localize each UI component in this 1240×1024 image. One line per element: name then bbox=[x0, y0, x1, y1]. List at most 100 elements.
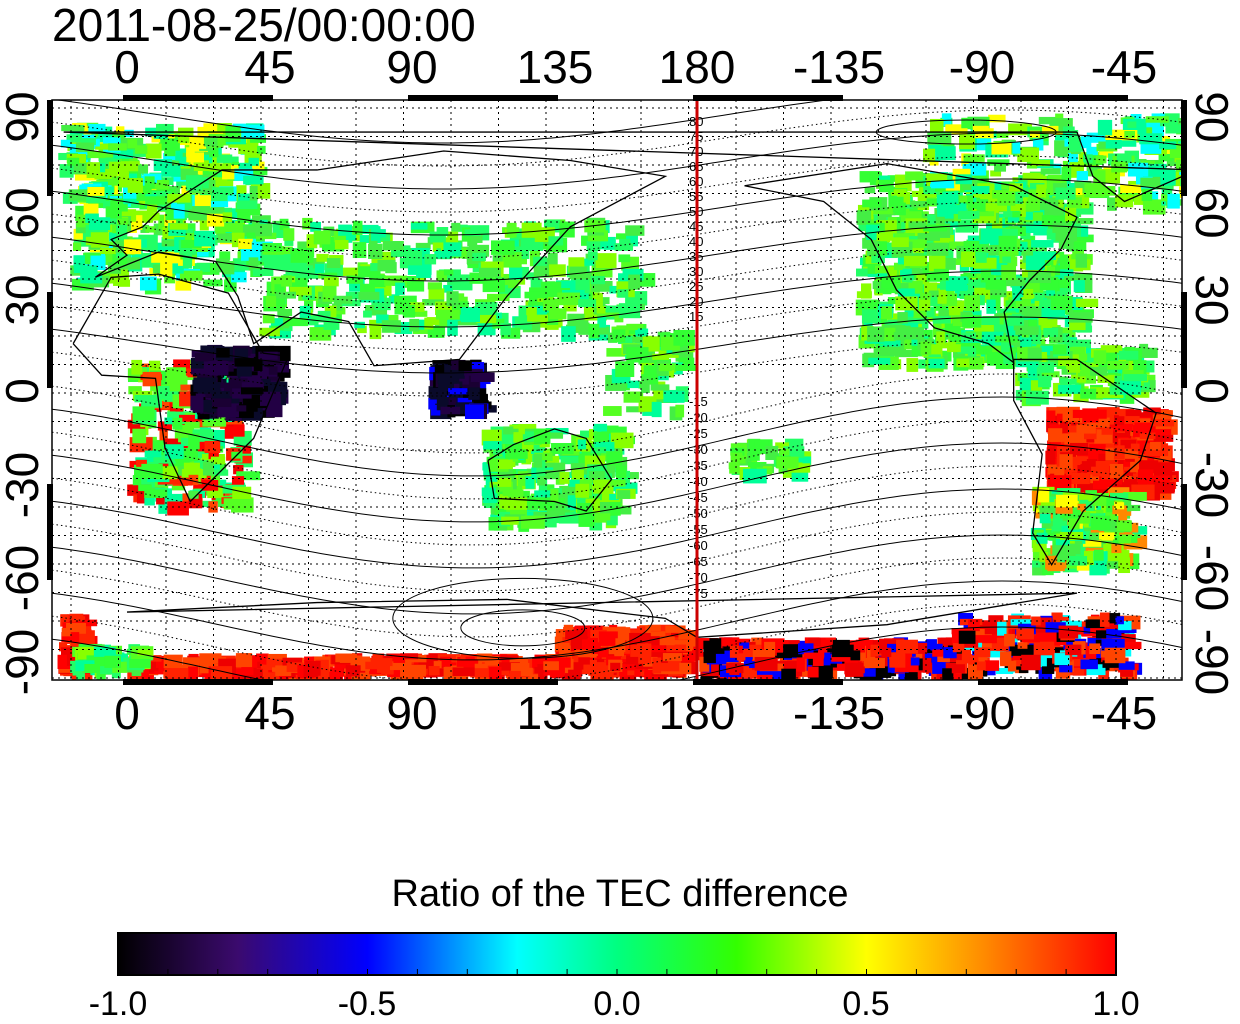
tec-data-cell bbox=[108, 143, 127, 151]
tec-data-cell bbox=[578, 511, 595, 527]
tec-data-cell bbox=[275, 291, 296, 299]
tec-data-cell bbox=[560, 456, 584, 465]
tec-data-cell bbox=[1055, 227, 1077, 242]
tec-data-cell bbox=[381, 320, 401, 333]
tec-data-cell bbox=[736, 653, 746, 661]
tec-data-cell bbox=[335, 653, 357, 663]
tec-data-cell bbox=[447, 231, 459, 247]
tec-data-cell bbox=[920, 341, 932, 356]
tec-data-cell bbox=[943, 647, 957, 659]
tec-data-cell bbox=[1020, 337, 1032, 351]
tec-data-cell bbox=[428, 666, 440, 676]
tec-data-cell bbox=[998, 235, 1017, 251]
tec-data-cell bbox=[145, 143, 162, 159]
tec-data-cell bbox=[754, 656, 778, 671]
tec-data-cell bbox=[892, 196, 904, 213]
tec-data-cell bbox=[1195, 613, 1207, 620]
tec-data-cell bbox=[941, 113, 952, 126]
tec-data-cell bbox=[1068, 152, 1078, 165]
tec-data-cell bbox=[226, 387, 238, 398]
magnetic-contour bbox=[52, 247, 1182, 305]
tec-data-cell bbox=[158, 499, 170, 514]
tec-data-cell bbox=[964, 295, 980, 312]
tec-data-cell bbox=[980, 228, 1003, 244]
tec-data-cell bbox=[626, 653, 637, 665]
tec-data-cell bbox=[537, 664, 547, 673]
tec-data-cell bbox=[324, 305, 337, 318]
tec-data-cell bbox=[1090, 387, 1109, 399]
tec-data-cell bbox=[1151, 420, 1175, 427]
right-lat-label: -30 bbox=[1186, 451, 1238, 519]
tec-data-cell bbox=[665, 625, 686, 633]
tec-data-cell bbox=[699, 656, 710, 672]
map-timestamp: 2011-08-25/00:00:00 bbox=[52, 0, 476, 51]
tec-data-cell bbox=[954, 195, 968, 203]
tec-data-cell bbox=[576, 498, 586, 507]
tec-data-cell bbox=[136, 459, 147, 467]
tec-data-cell bbox=[138, 165, 149, 174]
tec-data-cell bbox=[266, 658, 291, 668]
tec-data-cell bbox=[1048, 278, 1071, 289]
tec-data-cell bbox=[270, 318, 284, 326]
tec-data-cell bbox=[201, 500, 214, 508]
tec-data-cell bbox=[920, 292, 931, 300]
tec-data-cell bbox=[973, 635, 997, 644]
tec-data-cell bbox=[709, 638, 722, 652]
tec-data-cell bbox=[1153, 481, 1175, 494]
tec-data-cell bbox=[1099, 612, 1110, 627]
tec-data-cell bbox=[434, 251, 451, 259]
tec-data-cell bbox=[236, 471, 261, 481]
tec-data-cell bbox=[967, 619, 980, 632]
tec-data-cell bbox=[1086, 417, 1110, 428]
tec-data-cell bbox=[596, 493, 621, 504]
tec-data-cell bbox=[188, 433, 200, 450]
tec-data-cell bbox=[358, 266, 381, 278]
tec-data-cell bbox=[1063, 425, 1080, 435]
tec-data-cell bbox=[1003, 354, 1013, 365]
tec-data-cell bbox=[765, 445, 779, 461]
tec-data-cell bbox=[1101, 638, 1125, 651]
tec-data-cell bbox=[1118, 350, 1139, 360]
tec-data-cell bbox=[359, 668, 371, 680]
tec-data-cell bbox=[1101, 533, 1113, 541]
frame-bar bbox=[693, 679, 843, 685]
tec-data-cell bbox=[536, 460, 546, 477]
tec-data-cell bbox=[887, 297, 902, 305]
tec-data-cell bbox=[598, 233, 608, 250]
tec-data-cell bbox=[470, 668, 490, 678]
tec-data-cell bbox=[238, 238, 253, 250]
tec-data-cell bbox=[183, 462, 200, 471]
tec-data-cell bbox=[1059, 454, 1073, 470]
tec-data-cell bbox=[1043, 327, 1059, 337]
tec-data-cell bbox=[506, 222, 517, 238]
tec-data-cell bbox=[1074, 272, 1093, 284]
tec-data-cell bbox=[1109, 492, 1129, 501]
tec-data-cell bbox=[409, 302, 425, 312]
tec-data-cell bbox=[1124, 130, 1135, 138]
tec-data-cell bbox=[807, 666, 819, 678]
tec-data-cell bbox=[946, 286, 955, 301]
tec-data-cell bbox=[550, 443, 574, 455]
colorbar-title: Ratio of the TEC difference bbox=[391, 873, 849, 915]
tec-data-cell bbox=[524, 658, 536, 667]
tec-data-cell bbox=[164, 668, 189, 679]
tec-data-cell bbox=[216, 154, 233, 163]
tec-data-cell bbox=[521, 222, 542, 238]
tec-data-cell bbox=[883, 638, 905, 646]
tec-data-cell bbox=[601, 425, 619, 434]
map-frame bbox=[51, 99, 1183, 681]
tec-data-cell bbox=[120, 161, 140, 172]
tec-data-cell bbox=[650, 645, 665, 653]
tec-data-cell bbox=[165, 444, 184, 459]
tec-data-cell bbox=[436, 270, 453, 281]
tec-data-cell bbox=[1060, 433, 1079, 442]
tec-data-cell bbox=[365, 661, 385, 670]
tec-data-cell bbox=[248, 257, 259, 271]
tec-data-cell bbox=[75, 619, 98, 627]
tec-data-cell bbox=[1179, 168, 1182, 176]
tec-data-cell bbox=[942, 188, 959, 205]
tec-data-cell bbox=[548, 236, 564, 246]
tec-data-cell bbox=[881, 647, 892, 658]
tec-data-cell bbox=[578, 258, 595, 266]
tec-data-cell bbox=[216, 233, 241, 243]
